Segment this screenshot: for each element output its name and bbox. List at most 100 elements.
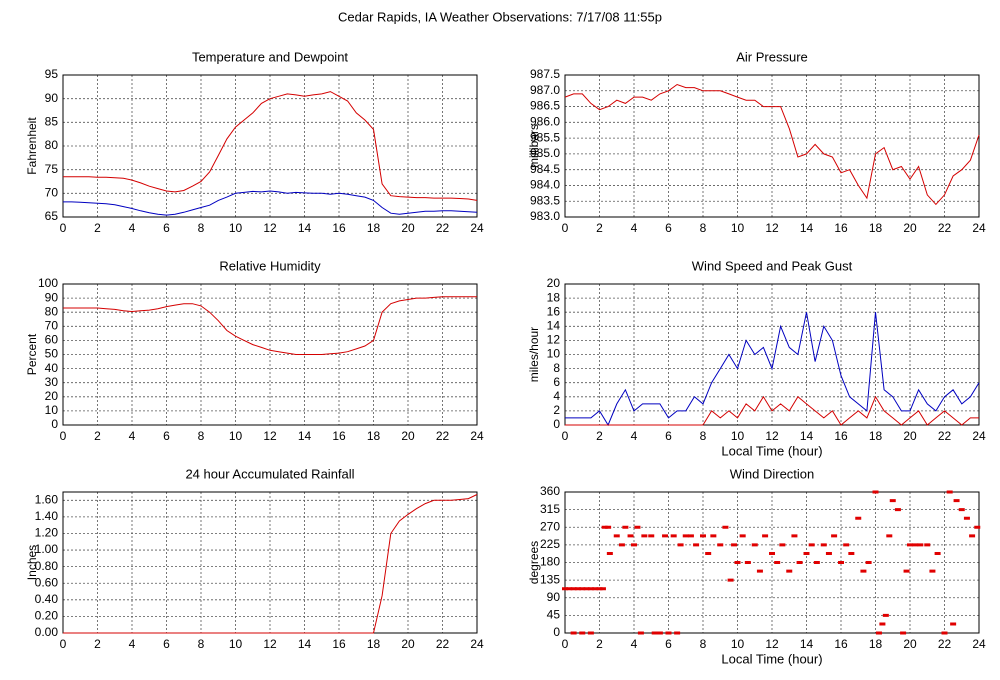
data-point [731, 543, 738, 547]
y-tick-label: 1.00 [35, 542, 59, 556]
data-point [917, 543, 924, 547]
x-tick-label: 8 [700, 429, 707, 443]
data-point [739, 534, 746, 538]
data-point [791, 534, 798, 538]
x-tick-label: 2 [596, 637, 603, 651]
data-point [762, 534, 769, 538]
x-tick-label: 24 [972, 429, 986, 443]
x-tick-label: 16 [834, 429, 848, 443]
y-tick-label: 90 [45, 91, 59, 105]
data-point [705, 551, 712, 555]
x-tick-label: 18 [367, 221, 381, 235]
x-tick-label: 6 [163, 221, 170, 235]
x-tick-label: 10 [229, 429, 243, 443]
x-tick-label: 2 [596, 221, 603, 235]
data-point [907, 543, 913, 547]
x-tick-label: 12 [765, 429, 779, 443]
data-point [929, 569, 936, 573]
x-tick-label: 16 [834, 637, 848, 651]
data-point [687, 534, 694, 538]
y-tick-label: 0.00 [35, 625, 59, 639]
data-point [634, 525, 641, 529]
data-point [592, 587, 599, 591]
x-tick-label: 22 [436, 429, 450, 443]
data-point [651, 631, 658, 635]
y-tick-label: 984.0 [530, 178, 560, 192]
data-point [924, 543, 931, 547]
data-point [969, 534, 976, 538]
y-tick-label: 45 [547, 608, 561, 622]
y-tick-label: 14 [547, 318, 561, 332]
data-point [605, 525, 612, 529]
data-point [648, 534, 655, 538]
x-tick-label: 4 [129, 429, 136, 443]
x-tick-label: 4 [129, 221, 136, 235]
data-point [894, 508, 901, 512]
data-point [813, 561, 820, 564]
y-tick-label: 986.5 [530, 99, 560, 113]
data-point [710, 534, 717, 538]
x-tick-label: 0 [60, 429, 67, 443]
data-point [579, 587, 586, 591]
data-point [974, 525, 981, 529]
y-tick-label: 0.20 [35, 609, 59, 623]
x-tick-label: 22 [436, 637, 450, 651]
data-point [622, 525, 629, 529]
data-point [570, 631, 577, 635]
data-point [941, 631, 948, 635]
y-tick-label: 315 [540, 502, 560, 516]
x-tick-label: 22 [938, 429, 952, 443]
data-point [631, 543, 637, 547]
data-point [570, 587, 577, 591]
y-tick-label: 80 [45, 304, 59, 318]
x-tick-label: 0 [562, 637, 569, 651]
y-tick-label: 986.0 [530, 115, 560, 129]
x-tick-label: 18 [367, 429, 381, 443]
x-tick-label: 0 [60, 221, 67, 235]
data-point [583, 587, 590, 591]
x-tick-label: 0 [60, 637, 67, 651]
data-point [566, 587, 573, 591]
data-point [774, 561, 781, 564]
data-point [886, 534, 893, 538]
x-tick-label: 16 [332, 637, 346, 651]
y-tick-label: 85 [45, 115, 59, 129]
x-tick-label: 16 [332, 429, 346, 443]
x-tick-label: 14 [298, 221, 312, 235]
x-tick-label: 6 [665, 429, 672, 443]
data-point [700, 534, 706, 538]
plot-frame [62, 74, 478, 218]
x-tick-label: 16 [834, 221, 848, 235]
x-tick-label: 6 [665, 221, 672, 235]
data-point [656, 631, 663, 635]
data-point [641, 534, 648, 538]
data-point [744, 561, 751, 564]
data-point [596, 587, 603, 591]
data-point [946, 490, 953, 494]
plot-frame [564, 491, 980, 634]
data-point [934, 551, 941, 555]
y-tick-label: 12 [547, 333, 561, 347]
data-point [587, 587, 594, 591]
x-tick-label: 24 [470, 637, 484, 651]
y-tick-label: 10 [547, 347, 561, 361]
y-tick-label: 2 [553, 403, 560, 417]
x-tick-label: 6 [665, 637, 672, 651]
x-tick-label: 2 [94, 637, 101, 651]
y-tick-label: 4 [553, 389, 560, 403]
chart-title: Temperature and Dewpoint [192, 49, 348, 64]
x-tick-label: 22 [938, 221, 952, 235]
data-point [587, 631, 594, 635]
x-tick-label: 24 [470, 221, 484, 235]
x-tick-label: 2 [94, 221, 101, 235]
y-axis-label: Inches [25, 545, 39, 580]
data-point [662, 534, 669, 538]
x-tick-label: 14 [800, 637, 814, 651]
data-point [769, 551, 775, 555]
x-tick-label: 18 [869, 429, 883, 443]
y-tick-label: 1.60 [35, 492, 59, 506]
x-tick-label: 18 [869, 221, 883, 235]
chart-title: Wind Direction [730, 466, 815, 481]
plot-frame [564, 74, 980, 218]
data-point [665, 631, 672, 635]
